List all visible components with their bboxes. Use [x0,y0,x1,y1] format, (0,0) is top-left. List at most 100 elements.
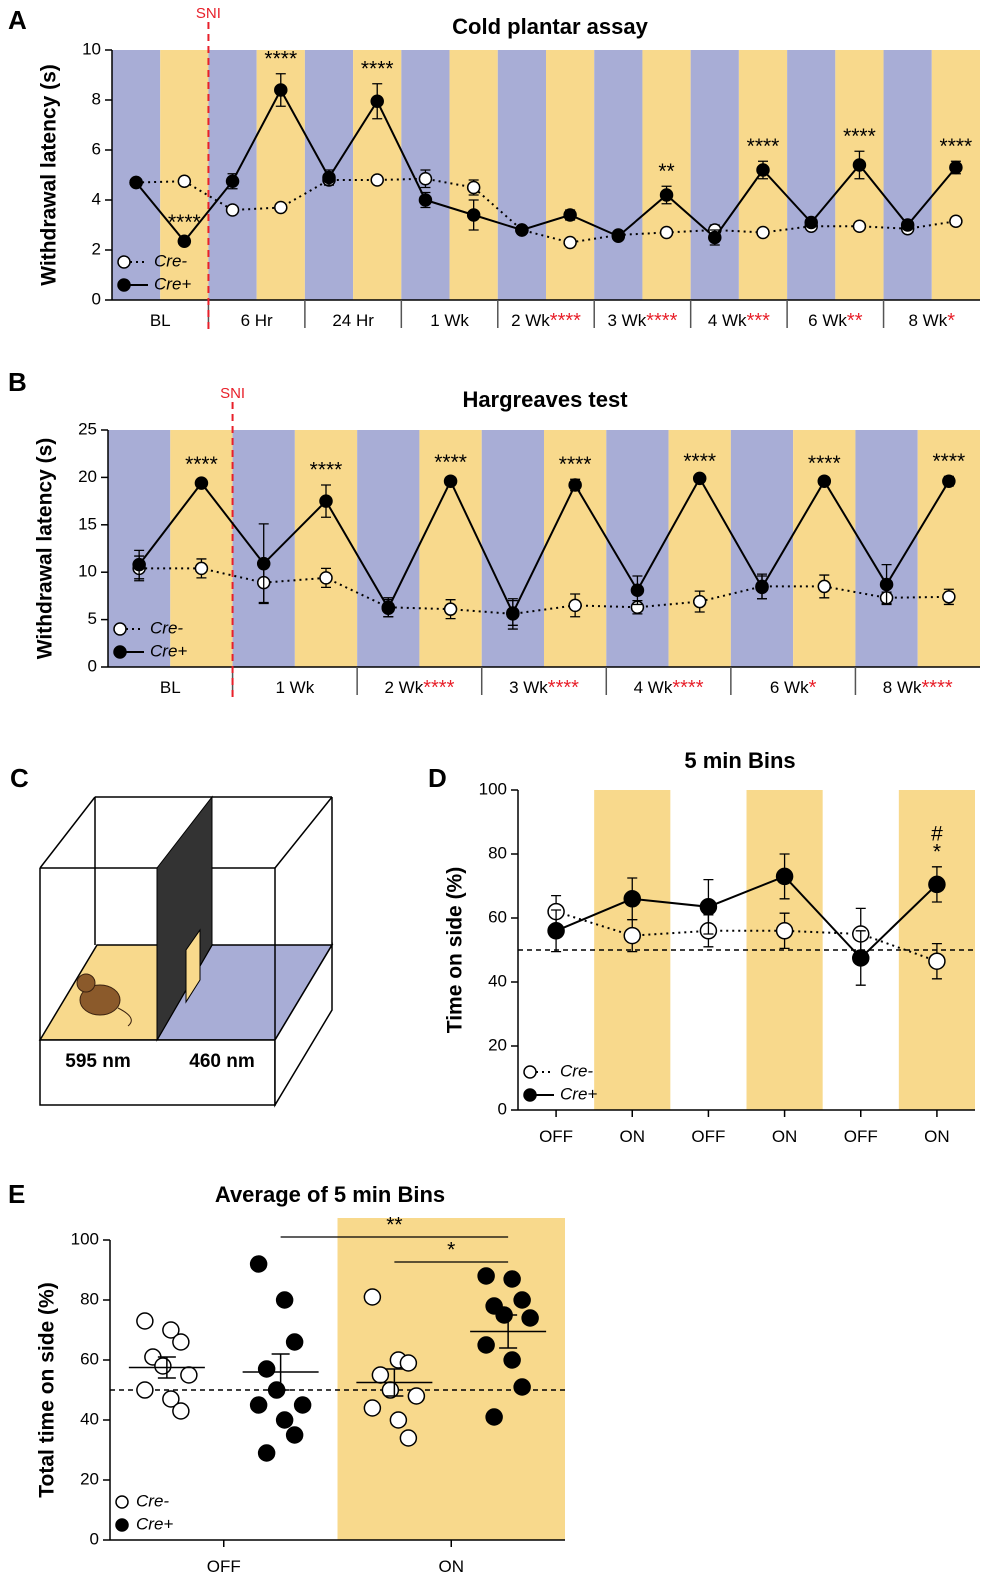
series-line [135,87,957,243]
chart-title: Cold plantar assay [452,14,648,39]
y-tick-label: 15 [78,514,97,533]
significance-note: **** [548,677,579,699]
data-point [285,1426,304,1444]
legend-marker [115,1518,129,1532]
legend-label: Cre- [154,251,187,270]
significance-note: * [809,677,817,699]
data-point [503,1351,521,1369]
band [170,430,233,667]
x-tick-label-group: OFF [539,1127,573,1146]
x-tick-label-group: ON [924,1127,950,1146]
data-point [319,494,333,508]
significance-label: **** [940,135,973,158]
x-tick-label: ON [620,1127,646,1146]
x-tick-label-group: 3 Wk**** [509,677,579,699]
band [642,50,691,300]
significance-note: **** [672,677,703,699]
data-point [443,474,458,488]
data-point [503,1270,521,1288]
band [730,430,794,667]
data-point [418,193,433,207]
chart-title: 5 min Bins [684,748,795,773]
band [787,50,836,300]
sem-bar [271,1353,290,1391]
data-point [136,1312,154,1330]
panel-letter: E [8,1179,25,1209]
y-tick-label: 40 [488,971,507,990]
box-side [274,942,333,1108]
x-tick-label-group: 6 Hr [241,311,273,330]
x-tick-label: 6 Hr [241,311,273,330]
data-point [521,1309,539,1327]
data-point [381,601,396,615]
data-point [418,172,433,186]
band [449,50,498,300]
x-tick-label: 1 Wk [430,311,469,330]
series-line [136,177,957,244]
x-tick-label-group: 6 Wk** [808,310,863,332]
data-point [513,1291,531,1309]
significance-note: *** [747,310,771,332]
x-tick-label-group: 3 Wk**** [608,310,678,332]
x-tick-label-group: OFF [691,1127,725,1146]
band [481,430,544,667]
x-tick-label-group: BL [160,678,181,697]
significance-note: * [947,310,955,332]
band [337,1218,565,1540]
x-tick-label: 3 Wk [509,678,548,697]
significance-note: **** [423,677,454,699]
data-point [399,1429,418,1447]
x-tick-label: 1 Wk [275,678,314,697]
data-point [949,214,963,228]
data-point [563,235,577,250]
x-tick-label: ON [924,1127,950,1146]
y-tick-label: 100 [479,779,507,798]
data-point [177,234,192,248]
y-axis-label: Withdrawal latency (s) [38,64,61,286]
band [606,430,669,667]
legend-label: Cre+ [154,274,191,293]
legend-marker [113,622,127,636]
x-tick-label-group: 1 Wk [275,678,314,697]
data-point [692,594,707,609]
series-line [555,910,938,963]
x-tick-label: 2 Wk [511,311,550,330]
y-tick-label: 20 [488,1035,507,1054]
significance-label: **** [683,450,716,473]
data-point [443,602,458,616]
panel-letter: C [10,763,29,793]
wavelength-label: 460 nm [189,1051,254,1072]
wavelength-label: 595 nm [65,1051,130,1072]
data-point [180,1366,198,1384]
sem-bar [385,1368,404,1397]
data-point [249,1396,268,1414]
comparison-label: ** [386,1214,402,1237]
band [917,430,980,667]
y-tick-label: 2 [92,239,101,258]
x-tick-label: OFF [844,1127,878,1146]
significance-note: **** [922,677,953,699]
y-tick-label: 40 [80,1409,99,1428]
series-line [555,875,938,960]
door [185,928,201,1004]
data-point [563,208,577,222]
x-tick-label: 4 Wk [634,678,673,697]
x-tick-label: 24 Hr [332,311,374,330]
series-line [138,476,950,616]
y-tick-label: 20 [80,1469,99,1488]
data-point [370,94,384,108]
x-tick-label-group: ON [620,1127,646,1146]
band [419,430,482,667]
y-tick-label: 20 [78,467,97,486]
significance-label: **** [843,125,876,148]
y-tick-label: 80 [488,843,507,862]
data-point [256,556,271,571]
significance-label: **** [264,47,297,70]
data-point [466,208,481,222]
legend-marker [117,278,131,292]
divider [156,795,213,1042]
data-point [547,922,565,940]
y-tick-label: 60 [488,907,507,926]
band [690,50,739,300]
